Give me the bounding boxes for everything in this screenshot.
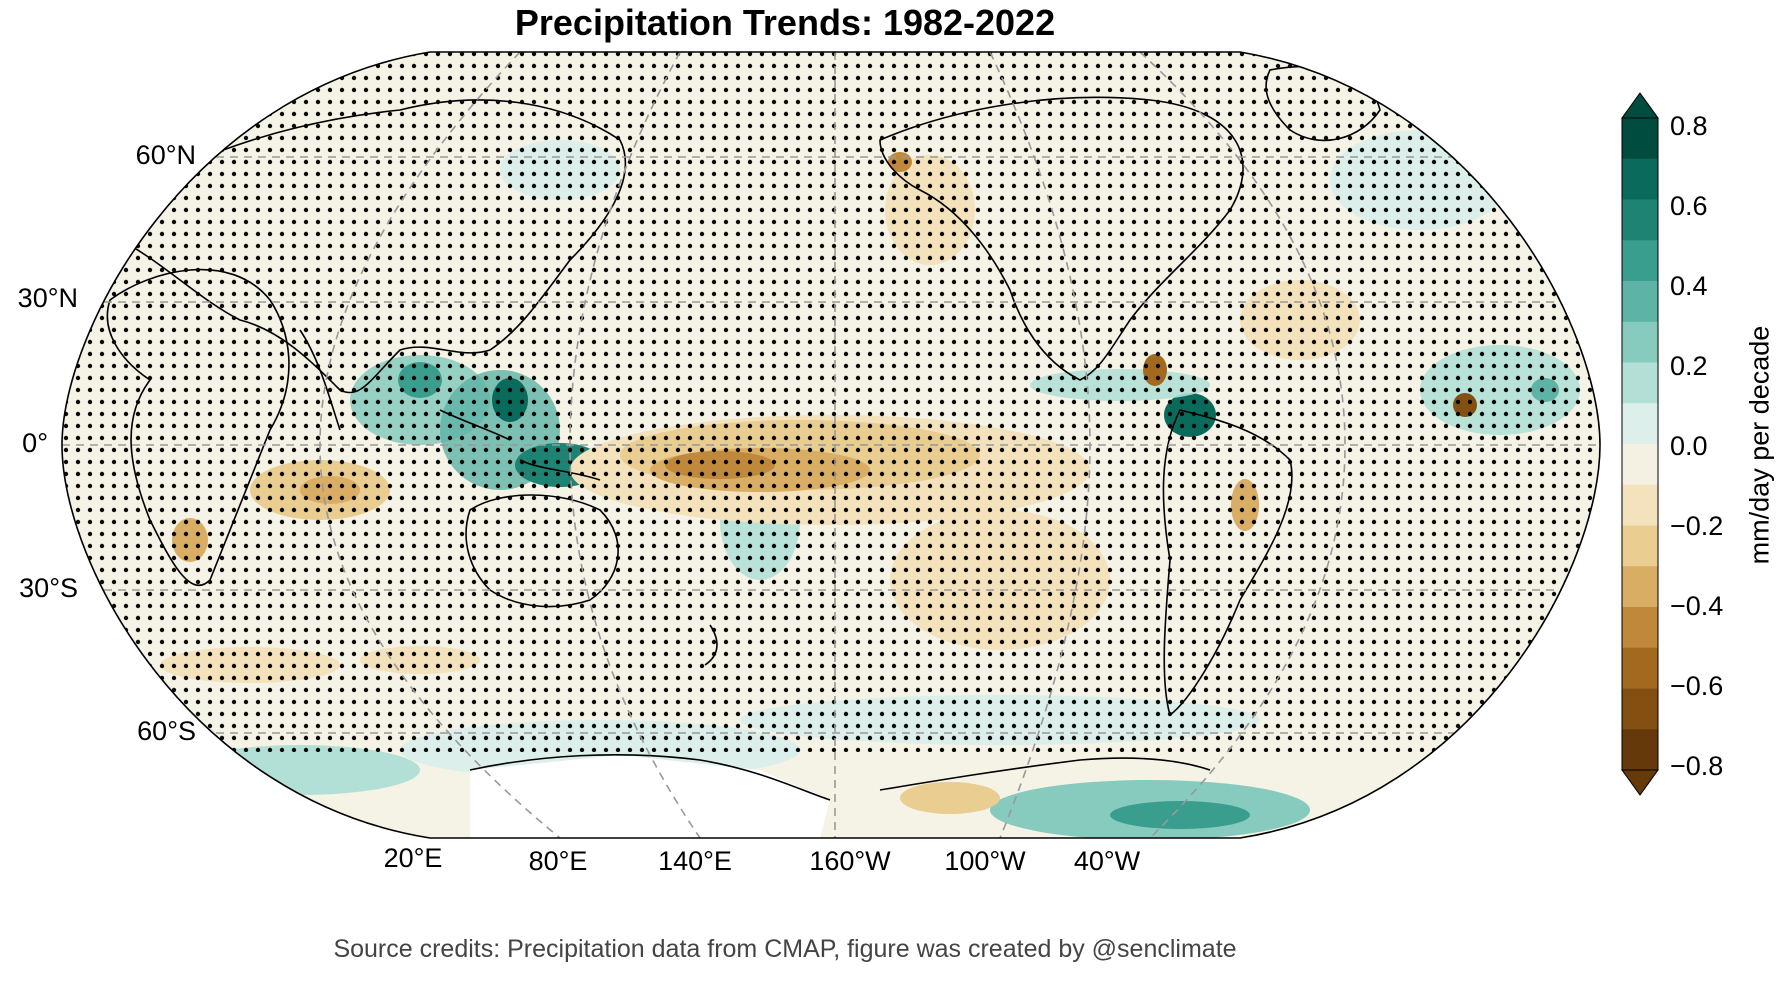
colorbar-tick-neg-0-4: −0.4 bbox=[1670, 591, 1724, 621]
lon-label-160w: 160°W bbox=[809, 846, 891, 876]
colorbar-segment bbox=[1622, 484, 1658, 526]
colorbar-tick-0-0: 0.0 bbox=[1670, 431, 1708, 461]
lat-label-30n: 30°N bbox=[17, 283, 78, 313]
colorbar-segment bbox=[1622, 607, 1658, 649]
colorbar-tick-0-6: 0.6 bbox=[1670, 191, 1708, 221]
colorbar-segment bbox=[1622, 688, 1658, 730]
colorbar-segment bbox=[1622, 240, 1658, 282]
colorbar-segment bbox=[1622, 647, 1658, 689]
colorbar-segment bbox=[1622, 321, 1658, 363]
lat-label-0: 0° bbox=[22, 428, 48, 458]
significance-stippling bbox=[62, 52, 1600, 752]
lat-label-60s: 60°S bbox=[137, 716, 196, 746]
lon-label-140e: 140°E bbox=[658, 846, 732, 876]
map-title: Precipitation Trends: 1982-2022 bbox=[514, 2, 1056, 43]
colorbar-extend-max bbox=[1621, 92, 1659, 119]
lat-label-30s: 30°S bbox=[19, 573, 78, 603]
colorbar-segment bbox=[1622, 199, 1658, 241]
lon-label-20e: 20°E bbox=[383, 843, 443, 873]
colorbar-label: mm/day per decade bbox=[1744, 325, 1775, 565]
colorbar-segment bbox=[1622, 444, 1658, 486]
source-credits: Source credits: Precipitation data from … bbox=[333, 935, 1237, 963]
colorbar-segment bbox=[1622, 403, 1658, 445]
lat-label-60n: 60°N bbox=[135, 140, 196, 170]
colorbar-segment bbox=[1622, 566, 1658, 608]
colorbar-segment bbox=[1622, 281, 1658, 323]
graticule bbox=[62, 52, 1600, 838]
colorbar-tick-0-4: 0.4 bbox=[1670, 271, 1708, 301]
colorbar-tick-neg-0-2: −0.2 bbox=[1670, 511, 1724, 541]
colorbar-segment bbox=[1622, 118, 1658, 160]
lon-label-100w: 100°W bbox=[944, 846, 1026, 876]
globe-outline bbox=[61, 51, 1601, 839]
lon-label-80e: 80°E bbox=[528, 846, 588, 876]
colorbar-segment bbox=[1622, 158, 1658, 200]
colorbar-tick-neg-0-8: −0.8 bbox=[1670, 751, 1724, 781]
coastlines bbox=[106, 65, 1381, 801]
antarctica-no-data bbox=[470, 755, 830, 838]
colorbar-extend-min bbox=[1621, 769, 1659, 796]
colorbar-segment bbox=[1622, 362, 1658, 404]
lon-label-40w: 40°W bbox=[1073, 846, 1141, 876]
colorbar-tick-0-8: 0.8 bbox=[1670, 111, 1708, 141]
colorbar-tick-0-2: 0.2 bbox=[1670, 351, 1708, 381]
colorbar-segment bbox=[1622, 525, 1658, 567]
colorbar-tick-neg-0-6: −0.6 bbox=[1670, 671, 1724, 701]
colorbar-segment bbox=[1622, 729, 1658, 771]
colorbar bbox=[1621, 92, 1659, 796]
